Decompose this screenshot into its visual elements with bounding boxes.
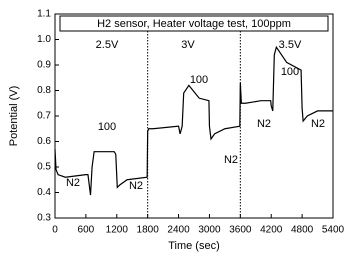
x-axis-label: Time (sec) (168, 240, 220, 252)
annotation: N2 (311, 118, 325, 130)
y-tick-label: 1.0 (37, 34, 51, 45)
x-tick-label: 600 (78, 225, 95, 236)
x-tick-label: 1200 (106, 225, 129, 236)
annotation: N2 (257, 118, 271, 130)
y-axis-label: Potential (V) (8, 86, 20, 147)
x-tick-label: 3600 (229, 225, 252, 236)
x-tick-label: 4200 (260, 225, 283, 236)
annotation: 3.5V (279, 39, 302, 51)
y-tick-label: 0.4 (37, 187, 51, 198)
annotation: N2 (224, 154, 238, 166)
y-tick-label: 1.1 (37, 9, 51, 20)
y-tick-label: 0.6 (37, 136, 51, 147)
y-tick-label: 0.8 (37, 85, 51, 96)
y-tick-label: 0.7 (37, 111, 51, 122)
annotation: 2.5V (96, 39, 119, 51)
annotation: 100 (281, 66, 299, 78)
y-tick-label: 0.3 (37, 213, 51, 224)
y-tick-label: 0.5 (37, 162, 51, 173)
title-box (59, 15, 329, 32)
annotation: N2 (129, 180, 143, 192)
x-tick-label: 5400 (322, 225, 345, 236)
annotation: 100 (98, 121, 116, 133)
annotation: N2 (66, 177, 80, 189)
x-tick-label: 4800 (291, 225, 314, 236)
x-tick-label: 1800 (137, 225, 160, 236)
chart-title: H2 sensor, Heater voltage test, 100ppm (97, 18, 291, 30)
y-tick-label: 0.9 (37, 60, 51, 71)
x-tick-label: 2400 (167, 225, 190, 236)
x-tick-label: 3000 (198, 225, 221, 236)
data-line (54, 45, 333, 196)
annotation: 100 (190, 74, 208, 86)
x-tick-label: 0 (52, 225, 58, 236)
annotation: 3V (181, 39, 195, 51)
